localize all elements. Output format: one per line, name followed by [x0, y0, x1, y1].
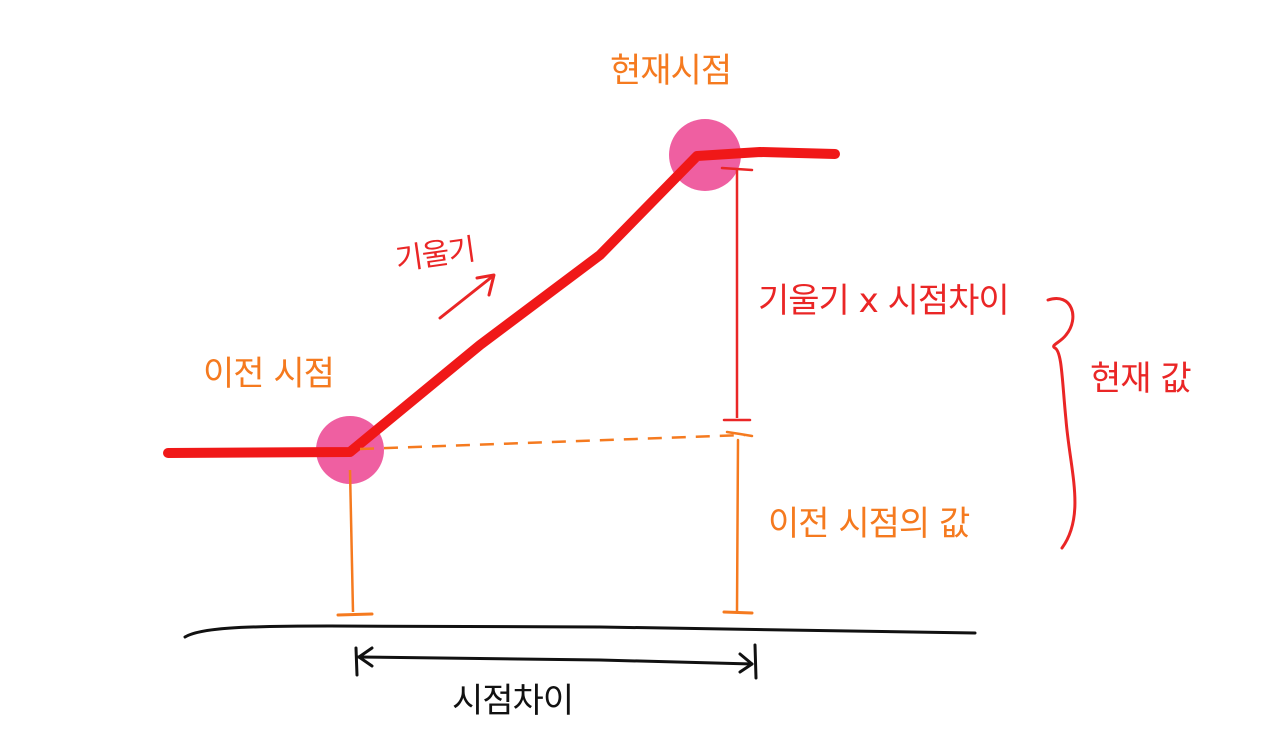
previous-value-segment: [725, 430, 754, 614]
current-value-label: 현재 값: [1090, 359, 1191, 399]
time-axis: [183, 624, 977, 639]
previous-time-drop-line: [348, 469, 355, 613]
previous-value-bottom-tick: [722, 610, 754, 615]
time-difference-left-bar: [354, 646, 359, 677]
previous-value-label: 이전 시점의 값: [768, 504, 970, 544]
current-value-brace: [1046, 297, 1077, 550]
time-difference-label: 시점차이: [452, 681, 573, 721]
time-difference-right-arrowhead: [738, 652, 754, 674]
previous-time-drop-tick: [336, 612, 374, 617]
previous-value-dashed-line: [359, 433, 746, 451]
time-difference-arrow: [356, 655, 754, 666]
value-curve: [163, 147, 840, 458]
slope-arrowhead: [475, 273, 496, 297]
slope-label: 기울기: [393, 232, 477, 278]
previous-time-label: 이전 시점: [203, 354, 334, 394]
slope-arrow: [438, 274, 495, 320]
time-difference-left-arrowhead: [357, 646, 374, 668]
slope-times-diff-top-tick: [720, 166, 754, 172]
current-time-label: 현재시점: [610, 51, 731, 91]
slope-times-diff-label: 기울기 x 시점차이: [758, 281, 1009, 321]
time-difference-right-bar: [753, 643, 758, 680]
